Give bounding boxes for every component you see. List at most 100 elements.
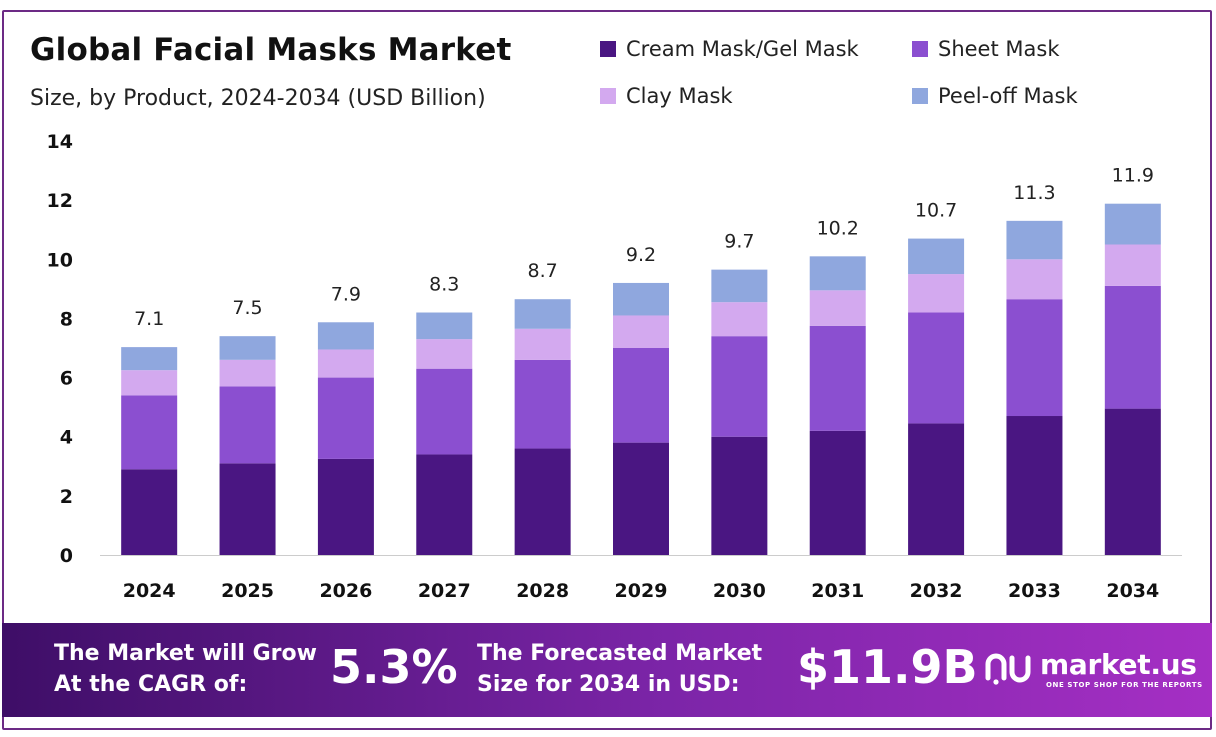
market-us-logo-icon	[985, 653, 1031, 685]
x-tick-label: 2034	[1106, 580, 1159, 602]
y-tick-label: 12	[47, 190, 73, 212]
bar-segment	[219, 463, 276, 555]
bar-segment	[1104, 408, 1161, 555]
cagr-label-line1: The Market will Grow	[54, 641, 317, 666]
y-tick-label: 14	[47, 131, 73, 153]
data-label: 8.7	[528, 260, 558, 282]
bar-segment	[809, 256, 866, 291]
x-tick-label: 2030	[713, 580, 766, 602]
bar-segment	[514, 328, 571, 360]
x-tick-label: 2028	[516, 580, 569, 602]
bar-segment	[711, 436, 768, 555]
bar-segment	[711, 302, 768, 337]
bar-segment	[809, 325, 866, 431]
bar-segment	[908, 274, 965, 313]
bar-segment	[613, 282, 669, 316]
legend-swatch	[600, 88, 616, 104]
brand-tagline: ONE STOP SHOP FOR THE REPORTS	[1046, 681, 1203, 689]
bar-segment	[416, 312, 473, 340]
bar-segment	[908, 312, 965, 424]
data-label: 9.2	[626, 244, 656, 266]
y-tick-label: 6	[60, 368, 73, 390]
forecast-label-line1: The Forecasted Market	[477, 641, 763, 666]
legend-item-peel-off: Peel-off Mask	[912, 84, 1078, 108]
y-tick-label: 10	[47, 249, 73, 271]
legend-item-sheet: Sheet Mask	[912, 37, 1059, 61]
bar-segment	[219, 359, 276, 387]
bar-segment	[317, 349, 374, 378]
bar-segment	[514, 299, 571, 329]
bar-segment	[1006, 299, 1063, 417]
bar-segment	[514, 359, 571, 449]
bar-segment	[1104, 285, 1161, 409]
x-tick-label: 2026	[319, 580, 372, 602]
data-label: 11.9	[1112, 165, 1154, 187]
chart-subtitle: Size, by Product, 2024-2034 (USD Billion…	[30, 86, 486, 111]
data-label: 8.3	[429, 274, 459, 296]
x-tick-label: 2031	[811, 580, 864, 602]
data-label: 9.7	[724, 231, 754, 253]
bar-segment	[121, 347, 178, 371]
legend-swatch	[912, 41, 928, 57]
x-tick-label: 2027	[418, 580, 471, 602]
cagr-label-line2: At the CAGR of:	[54, 672, 248, 697]
y-tick-label: 8	[60, 308, 73, 330]
bar-segment	[121, 469, 178, 555]
bar-segment	[1006, 416, 1063, 555]
bar-segment	[416, 339, 473, 369]
bar-segment	[711, 269, 768, 303]
bar-segment	[514, 448, 571, 555]
y-tick-label: 4	[60, 427, 73, 449]
data-label: 11.3	[1013, 182, 1055, 204]
legend-swatch	[600, 41, 616, 57]
bar-segment	[613, 442, 669, 555]
legend-swatch	[912, 88, 928, 104]
bar-segment	[908, 423, 965, 555]
forecast-value: $11.9B	[797, 640, 978, 694]
x-tick-label: 2033	[1008, 580, 1061, 602]
bar-segment	[809, 290, 866, 326]
bar-segment	[317, 322, 374, 350]
bar-segment	[317, 458, 374, 555]
cagr-label: The Market will Grow At the CAGR of:	[54, 638, 317, 700]
legend-item-clay: Clay Mask	[600, 84, 733, 108]
bar-segment	[809, 430, 866, 555]
bar-segment	[613, 315, 669, 348]
market-us-logo: market.us ONE STOP SHOP FOR THE REPORTS	[984, 648, 1209, 696]
legend-label: Cream Mask/Gel Mask	[626, 37, 859, 61]
chart-frame	[2, 10, 1212, 730]
data-label: 7.5	[232, 297, 262, 319]
bar-segment	[416, 368, 473, 455]
data-label: 7.9	[331, 283, 361, 305]
x-tick-label: 2025	[221, 580, 274, 602]
y-tick-label: 0	[60, 545, 73, 567]
stacked-bar-chart: 0 2 4 6 8 10 12 14 7.1 2024 7.5 2025 7.9 2026 8.3 2027 8…	[47, 131, 1182, 602]
cagr-value: 5.3%	[330, 640, 458, 694]
bar-segment	[1006, 259, 1063, 300]
x-tick-label: 2024	[123, 580, 176, 602]
bar-segment	[1006, 220, 1063, 260]
data-label: 7.1	[134, 308, 164, 330]
y-tick-label: 2	[60, 486, 73, 508]
bar-segment	[219, 386, 276, 464]
legend-label: Peel-off Mask	[938, 84, 1078, 108]
bar-segment	[1104, 244, 1161, 286]
data-label: 10.7	[915, 200, 957, 222]
forecast-label: The Forecasted Market Size for 2034 in U…	[477, 638, 762, 700]
x-tick-label: 2029	[615, 580, 668, 602]
forecast-label-line2: Size for 2034 in USD:	[477, 672, 740, 697]
bar-segment	[317, 377, 374, 459]
legend-label: Clay Mask	[626, 84, 733, 108]
chart-title: Global Facial Masks Market	[30, 32, 512, 68]
bar-segment	[613, 348, 669, 443]
bar-segment	[219, 336, 276, 360]
legend-label: Sheet Mask	[938, 37, 1060, 61]
data-label: 10.2	[817, 217, 859, 239]
bar-segment	[121, 395, 178, 470]
brand-name: market.us	[1040, 648, 1197, 681]
x-tick-label: 2032	[910, 580, 963, 602]
bar-segment	[711, 336, 768, 437]
bar-segment	[121, 370, 178, 396]
bar-segment	[908, 238, 965, 275]
legend-item-cream-gel: Cream Mask/Gel Mask	[600, 37, 859, 61]
